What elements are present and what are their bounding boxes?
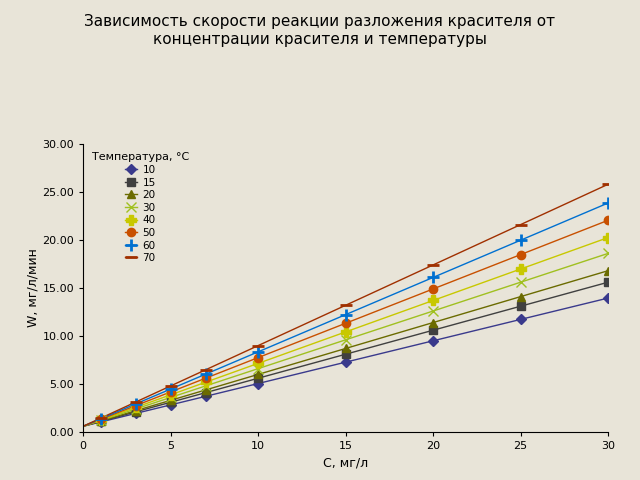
Text: Зависимость скорости реакции разложения красителя от
концентрации красителя и те: Зависимость скорости реакции разложения … <box>84 14 556 47</box>
X-axis label: С, мг/л: С, мг/л <box>323 456 368 469</box>
Legend: 10, 15, 20, 30, 40, 50, 60, 70: 10, 15, 20, 30, 40, 50, 60, 70 <box>88 149 192 266</box>
Y-axis label: W, мг/л/мин: W, мг/л/мин <box>27 249 40 327</box>
